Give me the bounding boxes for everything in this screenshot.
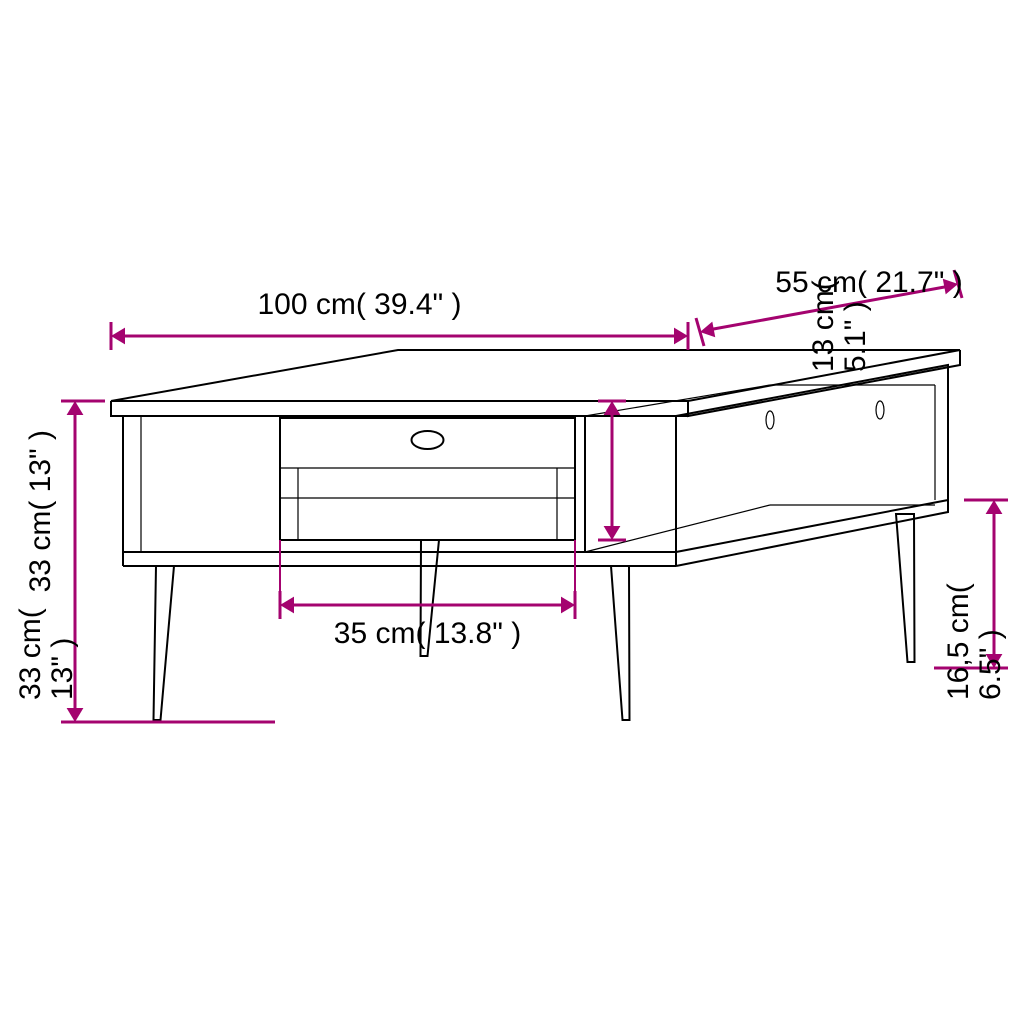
- dim-leg-clear-label-2: 6.5" ): [974, 629, 1007, 700]
- dim-width-label: 100 cm( 39.4" ): [257, 288, 461, 321]
- dim-height-label-2: 13" ): [46, 638, 79, 700]
- dim-drawer-width-label: 35 cm( 13.8" ): [334, 617, 521, 650]
- dim-height-label-1: 33 cm(: [14, 608, 47, 700]
- dim-height-label: 33 cm( 13" ): [24, 430, 57, 592]
- dim-drawer-height-label-2: 5.1" ): [839, 301, 872, 372]
- dim-depth-label: 55 cm( 21.7" ): [775, 266, 962, 299]
- dim-drawer-height-label-1: 13 cm(: [807, 280, 840, 372]
- dim-leg-clear-label-1: 16,5 cm(: [942, 583, 975, 700]
